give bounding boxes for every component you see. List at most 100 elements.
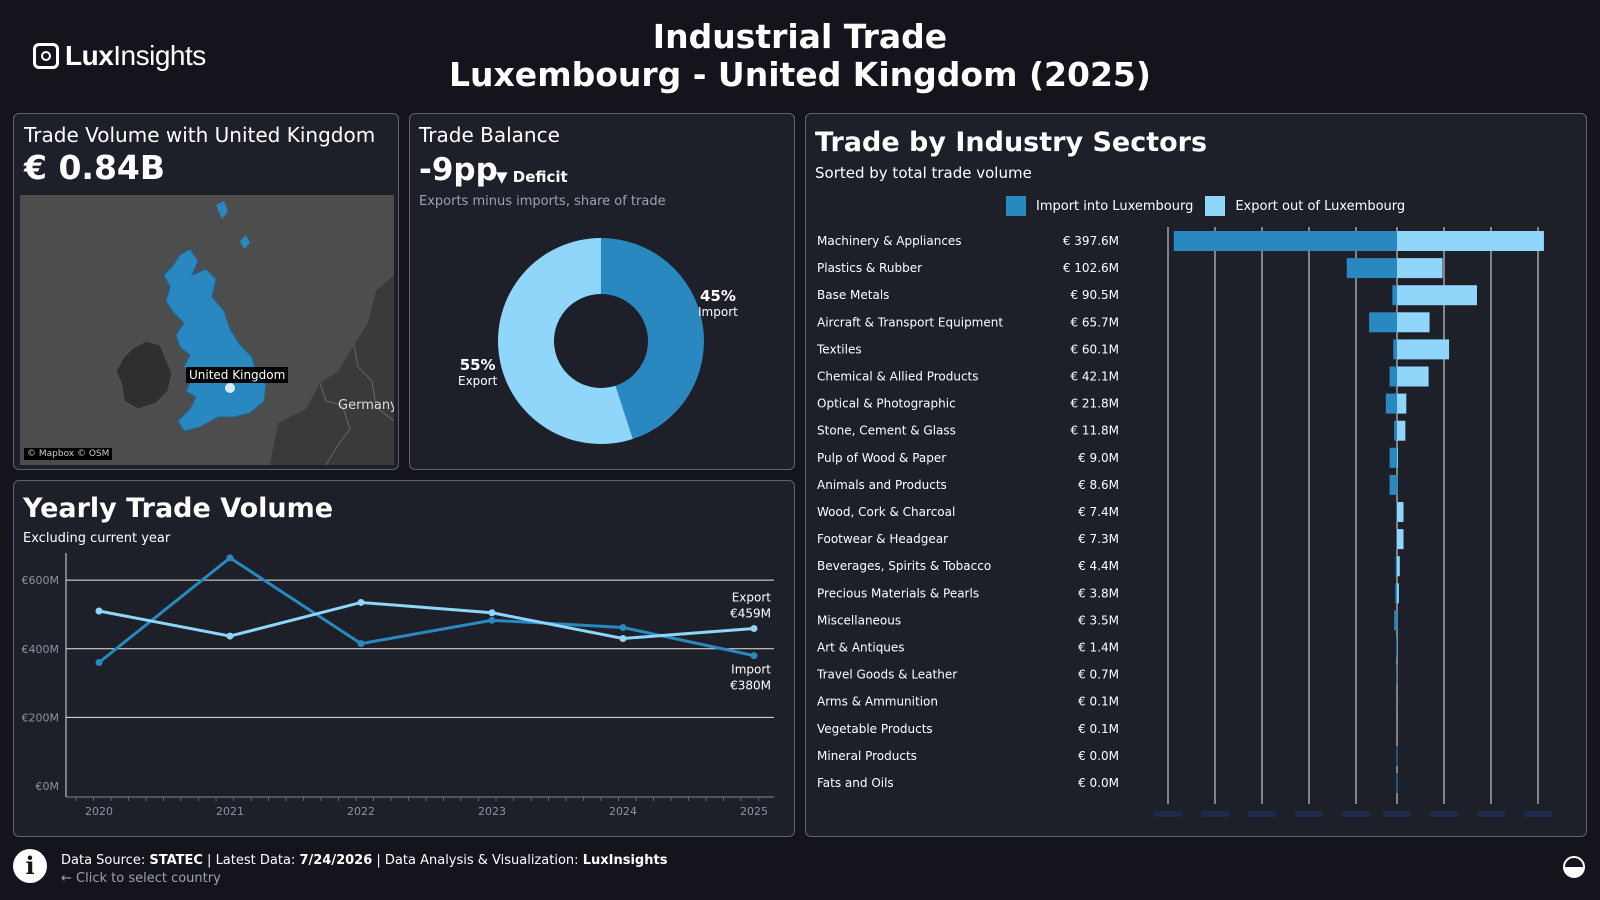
sector-name: Beverages, Spirits & Tobacco	[817, 559, 991, 573]
sector-total: € 0.0M	[1078, 749, 1119, 763]
bar-export[interactable]	[1397, 637, 1398, 658]
series-line-import[interactable]	[98, 556, 755, 664]
sector-name: Travel Goods & Leather	[816, 668, 957, 682]
bar-export[interactable]	[1397, 583, 1399, 604]
data-point-export[interactable]	[226, 632, 234, 640]
sectors-subtitle: Sorted by total trade volume	[815, 164, 1032, 182]
donut-slice-import[interactable]	[601, 238, 704, 439]
info-icon[interactable]: i	[13, 849, 47, 883]
theme-toggle-icon[interactable]	[1563, 856, 1585, 878]
data-point-import[interactable]	[488, 616, 496, 624]
source-name: STATEC	[149, 853, 203, 868]
series-line-export[interactable]	[98, 600, 755, 640]
sector-total: € 42.1M	[1070, 370, 1119, 384]
data-point-import[interactable]	[750, 652, 758, 660]
shetland-shape	[216, 201, 228, 219]
bar-export[interactable]	[1397, 420, 1406, 441]
bar-export[interactable]	[1397, 366, 1429, 387]
bar-export[interactable]	[1397, 231, 1544, 251]
data-point-import[interactable]	[226, 554, 234, 562]
trade-volume-label: Trade Volume with United Kingdom	[24, 123, 376, 147]
sector-name: Miscellaneous	[817, 613, 901, 627]
country-marker[interactable]	[225, 383, 235, 393]
yearly-trade-panel: €0M €200M €400M €600M 2020 2021 2022 2023 2024 20…	[13, 480, 795, 837]
sector-total: € 7.4M	[1078, 505, 1119, 519]
sector-total: € 0.1M	[1078, 722, 1119, 736]
data-point-export[interactable]	[357, 598, 365, 606]
bar-import[interactable]	[1394, 420, 1397, 441]
bar-import[interactable]	[1395, 556, 1397, 577]
bar-import[interactable]	[1385, 393, 1397, 414]
country-map[interactable]: United Kingdom Germany © Mapbox © OSM	[20, 195, 394, 465]
bar-import[interactable]	[1393, 339, 1397, 360]
map-canvas[interactable]	[20, 195, 394, 465]
trade-volume-value: € 0.84B	[24, 148, 166, 187]
data-point-import[interactable]	[95, 658, 103, 666]
bar-import[interactable]	[1394, 610, 1397, 631]
sector-total: € 3.5M	[1078, 613, 1119, 627]
trade-volume-panel: Trade Volume with United Kingdom € 0.84B…	[13, 113, 399, 470]
bar-empty	[1396, 773, 1398, 793]
bar-export[interactable]	[1397, 258, 1443, 279]
sector-total: € 8.6M	[1078, 478, 1119, 492]
data-point-export[interactable]	[95, 607, 103, 615]
y-tick-label: €600M	[22, 574, 60, 587]
import-share-label: 45% Import	[698, 287, 738, 319]
x-tick-label-mark	[1342, 811, 1370, 817]
legend-label-export[interactable]: Export out of Luxembourg	[1235, 198, 1406, 214]
bar-export[interactable]	[1397, 502, 1404, 522]
bar-export[interactable]	[1397, 339, 1450, 360]
bar-import[interactable]	[1369, 312, 1397, 333]
bar-import[interactable]	[1396, 637, 1397, 658]
select-country-hint[interactable]: ← Click to select country	[61, 871, 221, 886]
bar-export[interactable]	[1397, 312, 1430, 333]
bar-import[interactable]	[1395, 583, 1397, 604]
bar-export[interactable]	[1397, 285, 1477, 306]
x-tick-label-mark	[1430, 811, 1458, 817]
data-point-import[interactable]	[357, 640, 365, 648]
logo-icon	[33, 43, 59, 69]
bar-export[interactable]	[1397, 556, 1400, 577]
data-point-export[interactable]	[750, 625, 758, 633]
export-pct: 55%	[459, 356, 496, 374]
uk-shape[interactable]	[163, 248, 267, 432]
bar-import[interactable]	[1346, 258, 1397, 279]
sector-total: € 4.4M	[1078, 559, 1119, 573]
sector-total: € 65.7M	[1070, 315, 1119, 329]
legend-swatch-export[interactable]	[1205, 196, 1226, 216]
title-line-2: Luxembourg - United Kingdom (2025)	[449, 55, 1151, 94]
bar-export[interactable]	[1397, 447, 1398, 468]
legend-swatch-import[interactable]	[1006, 196, 1026, 216]
logo[interactable]: LuxInsights	[33, 40, 206, 72]
x-tick-label: 2020	[85, 805, 113, 818]
x-tick-label-mark	[1154, 811, 1182, 817]
donut-slice-export[interactable]	[497, 238, 633, 444]
bar-import[interactable]	[1389, 366, 1397, 387]
sector-total: € 1.4M	[1078, 641, 1119, 655]
x-tick-label-mark	[1524, 811, 1552, 817]
import-name: Import	[698, 305, 738, 319]
legend-label-import[interactable]: Import into Luxembourg	[1036, 198, 1194, 214]
data-point-import[interactable]	[619, 623, 627, 631]
sectors-legend: Import into Luxembourg Export out of Lux…	[1006, 196, 1405, 216]
logo-text: LuxInsights	[65, 40, 206, 71]
sector-name: Textiles	[816, 342, 862, 356]
bar-export[interactable]	[1397, 393, 1407, 414]
sector-total: € 90.5M	[1070, 288, 1119, 302]
sector-name: Mineral Products	[817, 749, 917, 763]
bar-import[interactable]	[1392, 285, 1397, 306]
bar-export[interactable]	[1397, 529, 1404, 550]
data-point-export[interactable]	[619, 634, 627, 642]
sector-name: Footwear & Headgear	[817, 532, 948, 546]
sector-name: Wood, Cork & Charcoal	[817, 505, 955, 519]
y-tick-label: €0M	[36, 780, 60, 793]
bar-import[interactable]	[1389, 447, 1397, 468]
map-credit[interactable]: © Mapbox © OSM	[24, 448, 113, 460]
sector-name: Precious Materials & Pearls	[817, 586, 979, 600]
bar-import[interactable]	[1173, 231, 1397, 251]
bar-export[interactable]	[1397, 474, 1398, 495]
bar-import[interactable]	[1389, 474, 1397, 495]
trade-balance-donut	[497, 238, 704, 444]
deficit-badge: ▼ Deficit	[496, 168, 568, 186]
data-point-export[interactable]	[488, 609, 496, 617]
